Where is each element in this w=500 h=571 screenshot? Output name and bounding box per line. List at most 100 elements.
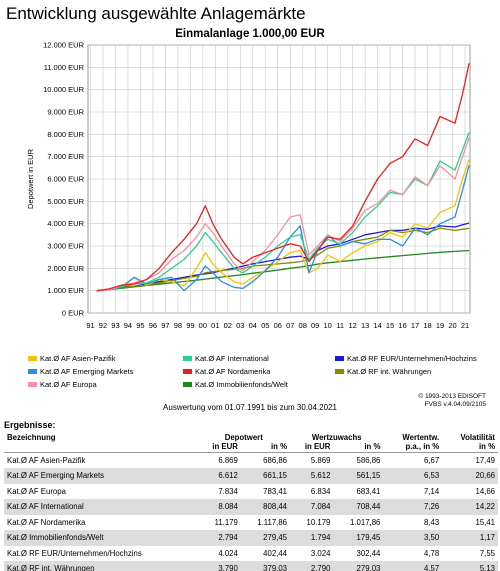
cell-dw-pct: 661,15 [240, 468, 291, 484]
table-row: Kat.Ø AF International 8.084 808,44 7.084 70… [4, 499, 498, 515]
cell-wz-eur: 5.612 [290, 468, 334, 484]
legend-swatch [183, 369, 192, 374]
cell-name: Kat.Ø AF International [4, 499, 198, 515]
cell-wz-eur: 1.794 [290, 530, 334, 546]
cell-wz-pct: 1.017,86 [350, 517, 381, 527]
x-tick-label: 07 [286, 321, 294, 330]
cell-vol: 14,22 [442, 499, 498, 515]
x-tick-label: 06 [274, 321, 282, 330]
x-tick-label: 00 [199, 321, 207, 330]
cell-vol: 14,66 [475, 486, 495, 496]
header-depotwert: Depotwert [224, 432, 263, 442]
x-tick-label: 94 [124, 321, 132, 330]
cell-dw-eur: 7.834 [218, 486, 238, 496]
cell-vol: 15,41 [475, 517, 495, 527]
cell-pa: 4,57 [383, 561, 443, 571]
series-line-1 [96, 165, 470, 292]
x-tick-label: 98 [174, 321, 182, 330]
cell-name: Kat.Ø Immobilienfonds/Welt [4, 530, 198, 546]
cell-name: Kat.Ø AF Europa [7, 486, 66, 496]
cell-pa: 3,50 [383, 530, 443, 546]
legend-label: Kat.Ø AF Asien-Pazifik [40, 354, 116, 363]
cell-wz-pct: 683,41 [356, 486, 381, 496]
header-wertzuwachs-eur: in EUR [290, 442, 334, 453]
header-wertzuwachs: Wertzuwachs [311, 432, 362, 442]
cell-dw-eur: 6.612 [197, 468, 241, 484]
legend-swatch [28, 356, 37, 361]
y-tick-label: 10.000 EUR [43, 85, 84, 94]
cell-pa: 6,53 [383, 468, 443, 484]
y-tick-label: 12.000 EUR [43, 41, 84, 50]
cell-pa: 7,14 [424, 486, 440, 496]
legend-item: Kat.Ø AF International [183, 354, 269, 363]
x-tick-label: 18 [423, 321, 431, 330]
cell-dw-eur: 4.024 [218, 548, 238, 558]
cell-wz-eur: 7.084 [290, 499, 334, 515]
copyright-line: © 1993-2013 EDISOFT [418, 393, 486, 400]
legend-label: Kat.Ø AF International [195, 354, 269, 363]
cell-wz-eur: 3.024 [310, 548, 331, 558]
header-bezeichnung: Bezeichnung [7, 432, 56, 442]
cell-wz-pct: 708,44 [333, 499, 384, 515]
y-tick-label: 1.000 EUR [47, 286, 84, 295]
cell-dw-pct: 279,45 [240, 530, 291, 546]
y-tick-label: 11.000 EUR [44, 63, 85, 72]
cell-dw-eur: 8.084 [197, 499, 241, 515]
x-tick-label: 15 [386, 321, 394, 330]
cell-name: Kat.Ø RF int. Währungen [4, 561, 198, 571]
x-tick-label: 91 [86, 321, 94, 330]
y-tick-label: 4.000 EUR [47, 219, 84, 228]
chart-legend: Kat.Ø AF Asien-Pazifik Kat.Ø AF Internati… [0, 354, 500, 396]
cell-wz-pct: 179,45 [333, 530, 384, 546]
x-tick-label: 20 [448, 321, 456, 330]
cell-pa: 4,78 [424, 548, 440, 558]
cell-vol: 7,55 [479, 548, 495, 558]
cell-dw-eur: 3.790 [197, 561, 241, 571]
cell-name: Kat.Ø AF Nordamerika [7, 517, 86, 527]
table-row: Kat.Ø AF Nordamerika 11.179 1.117,86 10.179… [4, 515, 498, 531]
x-tick-label: 93 [111, 321, 119, 330]
x-tick-label: 21 [461, 321, 469, 330]
copyright-notice: © 1993-2013 EDISOFT FVBS v.4.04.09/2105 [418, 393, 486, 409]
legend-item: Kat.Ø RF int. Währungen [335, 367, 431, 376]
cell-pa: 6,67 [424, 456, 440, 465]
results-table: Bezeichnung Depotwert Wertzuwachs Werten… [4, 432, 498, 571]
header-volatilitaet: Volatilität [460, 432, 495, 442]
x-tick-label: 96 [149, 321, 157, 330]
header-wertentwicklung: Wertentw. [402, 432, 440, 442]
legend-label: Kat.Ø RF int. Währungen [347, 367, 432, 376]
cell-dw-pct: 379,03 [240, 561, 291, 571]
cell-wz-pct: 279,03 [333, 561, 384, 571]
legend-swatch [28, 369, 37, 374]
y-tick-label: 9.000 EUR [47, 108, 84, 117]
legend-item: Kat.Ø AF Emerging Markets [28, 367, 133, 376]
y-tick-label: 3.000 EUR [47, 242, 84, 251]
series-line-4 [96, 63, 470, 292]
page-title: Entwicklung ausgewählte Anlagemärkte [6, 4, 306, 23]
cell-wz-pct: 586,86 [356, 456, 381, 465]
cell-dw-eur: 2.794 [197, 530, 241, 546]
x-tick-label: 03 [236, 321, 244, 330]
y-tick-label: 6.000 EUR [47, 175, 84, 184]
cell-dw-pct: 783,41 [263, 486, 288, 496]
cell-name: Kat.Ø RF EUR/Unternehmen/Hochzins [7, 548, 142, 558]
x-tick-label: 13 [361, 321, 369, 330]
cell-vol: 17,49 [475, 456, 495, 465]
legend-label: Kat.Ø Immobilienfonds/Welt [195, 380, 288, 389]
header-wertzuwachs-pct: in % [333, 442, 384, 453]
table-row: Kat.Ø AF Emerging Markets 6.612 661,15 5.61… [4, 468, 498, 484]
x-tick-label: 16 [398, 321, 406, 330]
y-axis-title: Depotwert in EUR [26, 148, 35, 209]
cell-pa: 7,26 [383, 499, 443, 515]
cell-dw-pct: 686,86 [263, 456, 288, 465]
series-line-5 [96, 249, 470, 292]
table-row: Kat.Ø AF Asien-Pazifik 6.869 686,86 5.869 58… [4, 453, 498, 469]
legend-swatch [335, 369, 344, 374]
y-tick-label: 0 EUR [62, 309, 85, 318]
legend-label: Kat.Ø AF Nordamerika [195, 367, 271, 376]
x-tick-label: 10 [324, 321, 332, 330]
header-vol-pct: in % [442, 442, 498, 453]
series-line-2 [96, 137, 470, 292]
cell-vol: 1,17 [442, 530, 498, 546]
x-tick-label: 05 [261, 321, 269, 330]
